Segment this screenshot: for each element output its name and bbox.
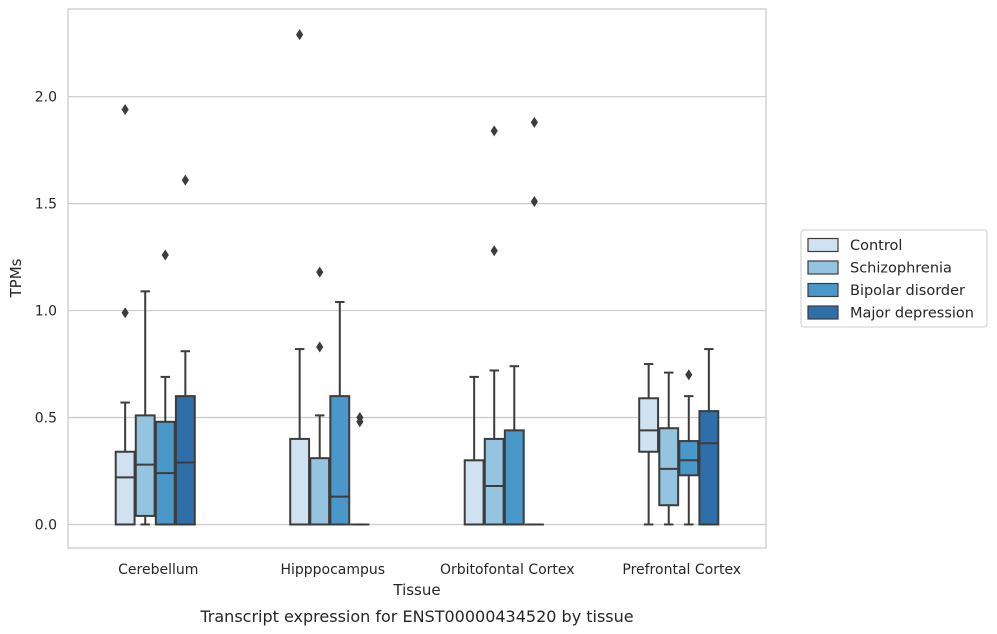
box-body bbox=[174, 395, 196, 526]
box-body bbox=[503, 429, 525, 526]
box-1-1 bbox=[309, 266, 331, 526]
x-tick-label: Orbitofontal Cortex bbox=[440, 562, 575, 578]
y-tick-label: 0.0 bbox=[35, 517, 57, 533]
y-tick-label: 2.0 bbox=[35, 90, 57, 106]
legend: Control Schizophrenia Bipolar disorder Majo… bbox=[800, 229, 988, 328]
outlier-point bbox=[356, 412, 364, 424]
y-tick-labels: 0.0 0.5 1.0 1.5 2.0 bbox=[35, 90, 57, 534]
outlier-point bbox=[685, 369, 693, 381]
outlier-point bbox=[296, 29, 304, 41]
outlier-point bbox=[490, 245, 498, 257]
x-tick-label: Cerebellum bbox=[118, 562, 198, 578]
legend-frame bbox=[800, 229, 988, 328]
box-body bbox=[309, 457, 331, 526]
x-tick-label: Prefrontal Cortex bbox=[622, 562, 741, 578]
y-axis-label: TPMs bbox=[7, 258, 25, 298]
box-body bbox=[483, 437, 505, 526]
box-body bbox=[289, 437, 311, 526]
x-axis-label: Tissue bbox=[392, 581, 440, 599]
box-0-3 bbox=[638, 363, 660, 526]
box-1-0 bbox=[134, 290, 156, 526]
box-body bbox=[678, 440, 700, 477]
legend-swatch bbox=[807, 282, 839, 298]
outlier-point bbox=[530, 116, 538, 128]
box-body bbox=[638, 397, 660, 453]
outlier-point bbox=[121, 307, 129, 319]
outlier-point bbox=[490, 125, 498, 137]
legend-label: Schizophrenia bbox=[850, 261, 952, 277]
box-3-2 bbox=[524, 116, 544, 526]
box-body bbox=[658, 427, 680, 507]
outlier-point bbox=[530, 196, 538, 207]
legend-swatch bbox=[807, 260, 839, 275]
box-0-1 bbox=[289, 29, 311, 526]
box-0-2 bbox=[463, 375, 485, 526]
box-3-0 bbox=[174, 174, 196, 526]
legend-label: Bipolar disorder bbox=[850, 283, 965, 299]
box-2-2 bbox=[503, 365, 525, 526]
box-2-0 bbox=[154, 249, 176, 526]
legend-swatch bbox=[807, 237, 839, 253]
box-body bbox=[114, 450, 136, 526]
box-0-0 bbox=[114, 104, 136, 526]
chart-caption: Transcript expression for ENST0000043452… bbox=[199, 607, 633, 626]
box-2-3 bbox=[678, 369, 700, 526]
outlier-point bbox=[316, 341, 324, 353]
plot-frame bbox=[67, 8, 767, 549]
box-3-3 bbox=[698, 348, 720, 526]
y-tick-label: 1.5 bbox=[35, 197, 57, 213]
y-tick-label: 1.0 bbox=[35, 304, 57, 320]
outlier-point bbox=[181, 174, 189, 186]
x-tick-label: Hipppocampus bbox=[280, 562, 385, 578]
box-2-1 bbox=[329, 301, 351, 526]
box-body bbox=[463, 459, 485, 526]
box-body bbox=[329, 395, 351, 526]
outlier-point bbox=[161, 249, 169, 261]
box-body bbox=[134, 414, 156, 517]
box-1-2 bbox=[483, 125, 505, 526]
legend-label: Control bbox=[850, 238, 902, 254]
outlier-point bbox=[316, 266, 324, 278]
box-1-3 bbox=[658, 371, 680, 526]
legend-swatch bbox=[807, 305, 839, 320]
box-3-1 bbox=[350, 412, 370, 526]
x-tick-labels: Cerebellum Hipppocampus Orbitofontal Corte… bbox=[118, 562, 741, 578]
legend-label: Major depression bbox=[850, 306, 974, 322]
box-body bbox=[698, 410, 720, 526]
y-tick-label: 0.5 bbox=[35, 411, 57, 427]
outlier-point bbox=[121, 104, 129, 116]
box-groups bbox=[114, 29, 720, 526]
